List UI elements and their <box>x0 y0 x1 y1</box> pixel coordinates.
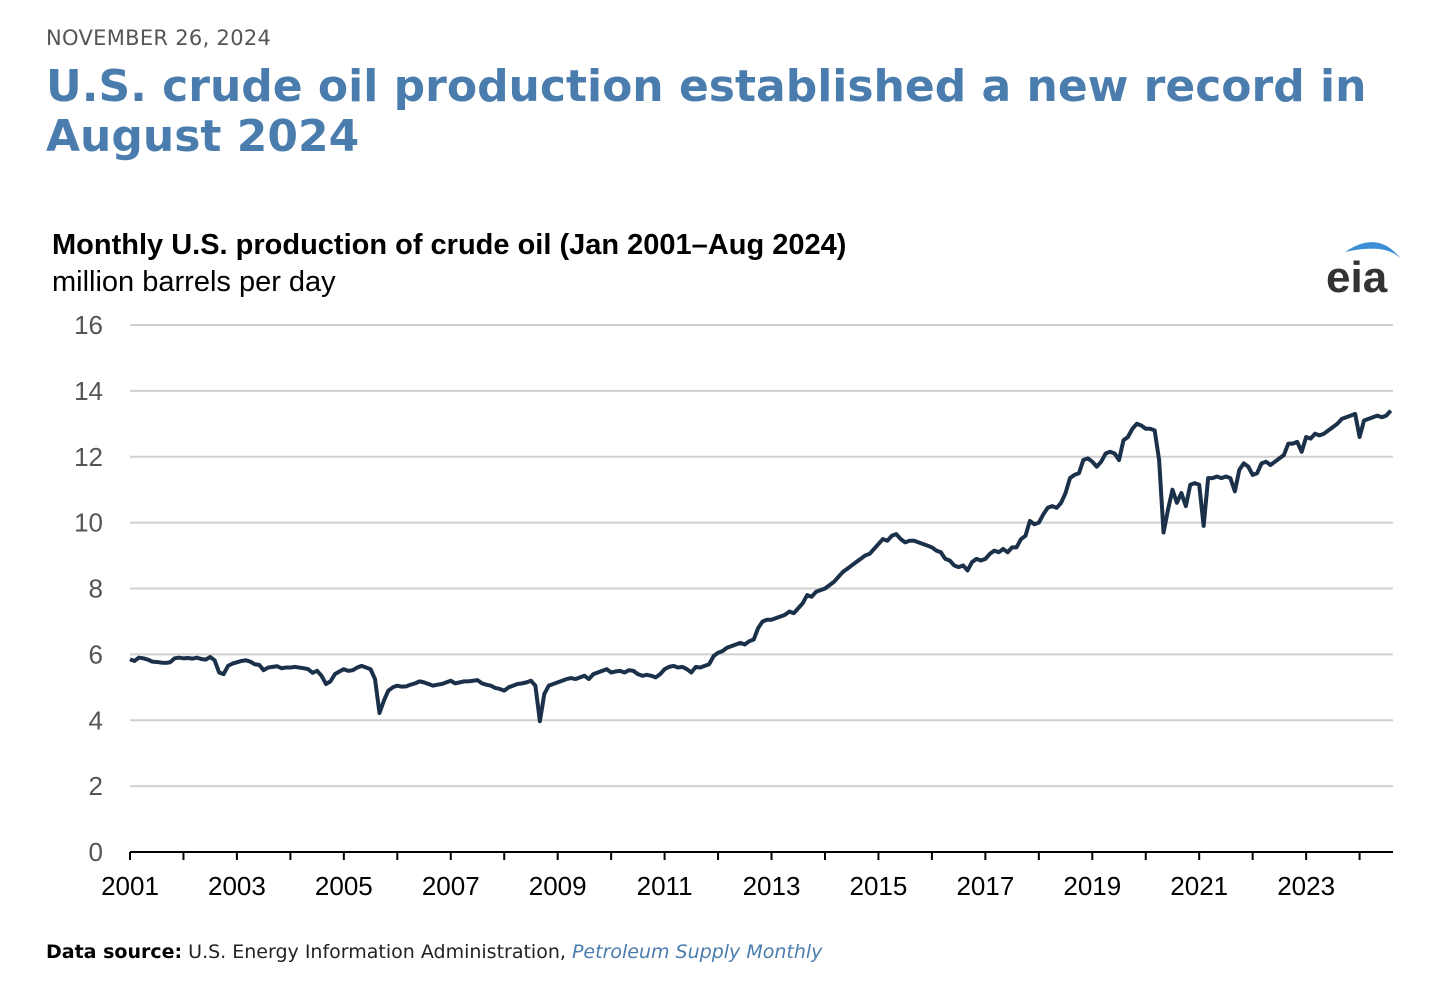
plot-area: 0 2 4 6 8 10 12 14 16 2001 2003 2005 2007 2009 2011 201… <box>74 310 1393 901</box>
source-label: Data source: <box>46 941 183 963</box>
x-tick-label: 2013 <box>743 871 801 901</box>
y-tick-label: 12 <box>74 442 103 472</box>
x-tick-label: 2009 <box>529 871 587 901</box>
x-tick-label: 2023 <box>1277 871 1335 901</box>
date: NOVEMBER 26, 2024 <box>46 26 272 50</box>
y-tick-label: 4 <box>89 705 103 735</box>
headline: U.S. crude oil production established a … <box>46 61 1367 162</box>
chart-title: Monthly U.S. production of crude oil (Ja… <box>52 229 846 261</box>
y-tick-label: 14 <box>74 376 103 406</box>
x-tick-label: 2019 <box>1063 871 1121 901</box>
x-tick-label: 2015 <box>850 871 908 901</box>
y-tick-label: 10 <box>74 508 103 538</box>
x-tick-label: 2007 <box>422 871 480 901</box>
source-note: Data source: U.S. Energy Information Adm… <box>46 941 822 963</box>
source-text: U.S. Energy Information Administration, <box>188 941 566 963</box>
chart: Monthly U.S. production of crude oil (Ja… <box>52 229 1403 901</box>
x-tick-label: 2017 <box>956 871 1014 901</box>
x-tick-label: 2011 <box>637 871 693 901</box>
x-tick-label: 2001 <box>101 871 159 901</box>
y-tick-label: 6 <box>89 639 103 669</box>
y-tick-label: 2 <box>89 771 103 801</box>
y-tick-label: 8 <box>89 574 103 604</box>
y-tick-label: 0 <box>89 837 103 867</box>
x-tick-label: 2005 <box>315 871 373 901</box>
x-tick-label: 2003 <box>208 871 266 901</box>
x-tick-label: 2021 <box>1170 871 1228 901</box>
logo-swoosh <box>1345 242 1403 262</box>
chart-subtitle: million barrels per day <box>52 266 336 298</box>
logo: eia <box>1326 253 1388 302</box>
y-tick-label: 16 <box>74 310 103 340</box>
data-line <box>129 409 1393 724</box>
source-link[interactable]: Petroleum Supply Monthly <box>571 941 823 963</box>
